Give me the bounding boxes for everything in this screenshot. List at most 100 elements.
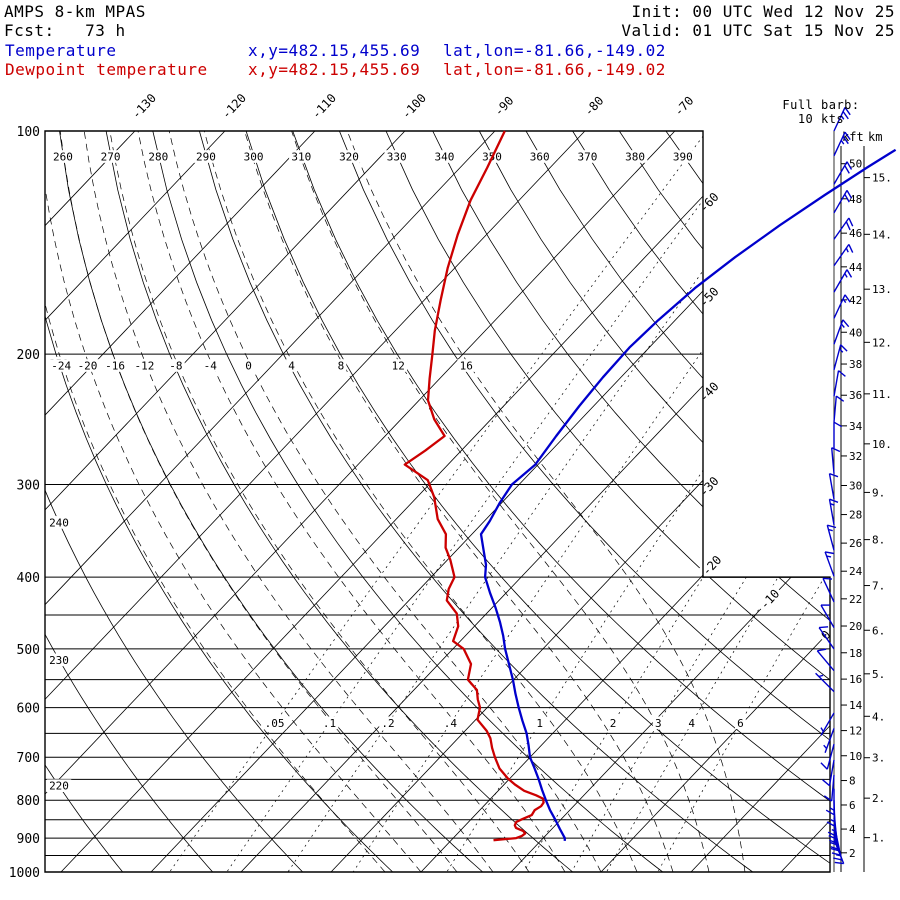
svg-text:-50: -50: [697, 284, 722, 309]
svg-text:-20: -20: [78, 360, 98, 373]
svg-text:230: 230: [49, 654, 69, 667]
grid-line-label: 340: [432, 150, 457, 164]
wind-barb: [822, 577, 835, 603]
legend-temperature-label: Temperature: [5, 41, 117, 60]
legend-temperature-xy: x,y=482.15,455.69: [248, 41, 421, 60]
wind-barb: [833, 395, 845, 423]
wind-barb: [833, 217, 854, 240]
svg-text:320: 320: [339, 151, 359, 164]
svg-text:-110: -110: [309, 91, 339, 122]
grid-line-label: 230: [46, 653, 72, 667]
km-tick-label: 1.: [872, 832, 885, 845]
kft-tick-label: 46: [849, 227, 862, 240]
kft-tick-label: 14: [849, 699, 863, 712]
grid-line-label: 260: [50, 150, 76, 164]
svg-text:290: 290: [196, 151, 216, 164]
km-tick-label: 11.: [872, 388, 892, 401]
km-tick-label: 15.: [872, 172, 892, 185]
wind-barb: [833, 190, 853, 214]
grid-line-label: 4: [686, 716, 698, 730]
kft-tick-label: 36: [849, 389, 862, 402]
wind-barb: [833, 344, 848, 370]
grid-line-label: .05: [262, 716, 287, 730]
kft-tick-label: 16: [849, 673, 862, 686]
wind-barbs: [815, 106, 854, 865]
km-tick-label: 4.: [872, 710, 885, 723]
wind-barb: [828, 472, 839, 500]
kft-tick-label: 12: [849, 725, 862, 738]
legend-temperature-latlon: lat,lon=-81.66,-149.02: [443, 41, 666, 60]
svg-text:-100: -100: [399, 91, 429, 122]
svg-text:1: 1: [536, 717, 543, 730]
grid-line-label: 240: [46, 516, 72, 529]
kft-tick-label: 6: [849, 799, 856, 812]
grid-line-label: -24: [48, 359, 74, 373]
svg-text:-70: -70: [671, 94, 696, 119]
grid-line-label: .2: [379, 716, 397, 730]
model-title: AMPS 8-km MPAS: [4, 2, 146, 21]
svg-text:2: 2: [610, 717, 617, 730]
kft-tick-label: 2: [849, 847, 856, 860]
wind-barb: [820, 743, 835, 770]
grid-line-label: -4: [201, 359, 220, 373]
svg-text:0: 0: [245, 360, 252, 373]
km-tick-label: 2.: [872, 792, 885, 805]
svg-text:-60: -60: [697, 190, 722, 215]
grid-line-label: 3: [652, 716, 664, 730]
grid-line-label: 16: [457, 359, 476, 373]
svg-text:300: 300: [244, 151, 264, 164]
svg-text:.05: .05: [265, 717, 285, 730]
wind-barb: [833, 131, 851, 157]
wind-barb: [833, 421, 843, 449]
svg-text:-80: -80: [581, 94, 606, 119]
kft-tick-label: 10: [849, 750, 862, 763]
legend-dewpoint-label: Dewpoint temperature: [5, 60, 208, 79]
pressure-label: 1000: [9, 866, 40, 881]
temperature-curve: [479, 148, 897, 841]
wind-barb: [815, 672, 835, 693]
kft-tick-label: 20: [849, 620, 862, 633]
grid-line-label: -12: [132, 359, 157, 373]
dewpoint-curve: [403, 130, 545, 842]
kft-tick-label: 50: [849, 158, 862, 171]
grid-line-label: 300: [241, 150, 266, 164]
svg-text:390: 390: [673, 151, 693, 164]
wind-barb: [823, 728, 835, 754]
svg-text:310: 310: [291, 151, 311, 164]
init-time: Init: 00 UTC Wed 12 Nov 25: [631, 2, 895, 21]
kft-tick-label: 32: [849, 450, 862, 463]
svg-text:12: 12: [392, 360, 405, 373]
pressure-label: 400: [17, 571, 40, 586]
svg-text:240: 240: [49, 516, 69, 529]
grid-line-label: 220: [46, 779, 72, 793]
wind-barb: [833, 161, 853, 185]
wind-barb: [833, 319, 850, 345]
km-tick-label: 7.: [872, 580, 885, 593]
grid-line-label: -20: [697, 551, 726, 580]
kft-tick-label: 48: [849, 193, 862, 206]
forecast-hour: Fcst: 73 h: [4, 21, 126, 40]
svg-text:370: 370: [577, 151, 597, 164]
svg-text:-24: -24: [51, 360, 71, 373]
grid-line-label: 370: [575, 150, 600, 164]
legend-dewpoint-latlon: lat,lon=-81.66,-149.02: [443, 60, 666, 79]
svg-text:8: 8: [338, 360, 345, 373]
km-tick-label: 12.: [872, 336, 892, 349]
svg-text:-120: -120: [219, 91, 249, 122]
svg-text:220: 220: [49, 780, 69, 793]
valid-time: Valid: 01 UTC Sat 15 Nov 25: [621, 21, 895, 40]
grid-line-label: 270: [98, 150, 123, 164]
wind-barb: [820, 712, 835, 736]
svg-text:-90: -90: [491, 94, 516, 119]
kft-tick-label: 42: [849, 294, 862, 307]
wind-barb: [833, 839, 845, 865]
barb-scale-label: Full barb: 10 kts: [782, 98, 860, 126]
pressure-label: 500: [17, 643, 40, 658]
svg-text:-8: -8: [169, 360, 182, 373]
wind-barb: [833, 106, 851, 132]
svg-text:.2: .2: [381, 717, 394, 730]
grid-line-label: 2: [607, 716, 619, 730]
svg-text:-130: -130: [129, 91, 159, 122]
inline-labels: 260 270 280 290 300 310 320 330 340 350 360 370 380 3…: [46, 150, 835, 793]
